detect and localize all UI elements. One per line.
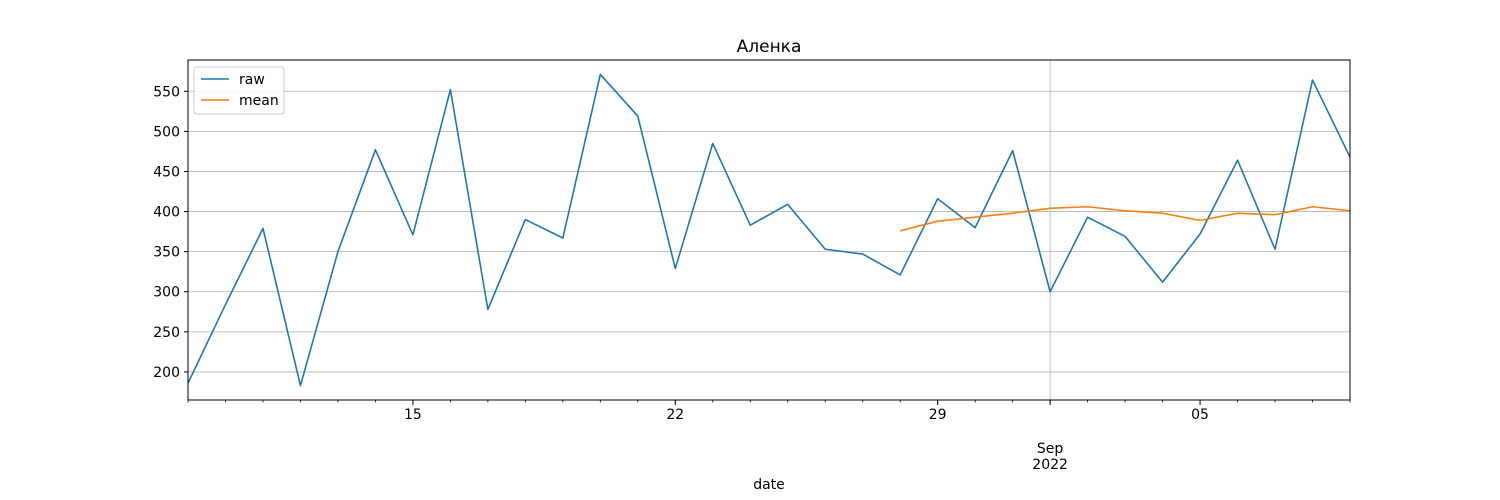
- legend-label-raw: raw: [239, 72, 265, 88]
- y-tick-label: 250: [153, 325, 180, 341]
- y-tick-label: 400: [153, 205, 180, 221]
- y-tick-label: 500: [153, 124, 180, 140]
- x-tick-label-line: 22: [666, 407, 684, 423]
- x-tick-label: 15: [404, 407, 422, 423]
- y-tick-label: 550: [153, 84, 180, 100]
- x-tick-label: 05: [1191, 407, 1209, 423]
- x-tick-label-line: 29: [929, 407, 947, 423]
- x-axis: 15 22 29 Sep 2022 05: [187, 400, 1351, 473]
- series-line-raw: [188, 73, 1350, 387]
- chart-title: Аленка: [737, 37, 802, 57]
- plot-frame: [187, 59, 1351, 401]
- plot-lines: [188, 73, 1350, 387]
- y-tick-label: 300: [153, 285, 180, 301]
- x-tick-label: 22: [666, 407, 684, 423]
- x-tick-label-line: 2022: [1032, 457, 1068, 473]
- grid: [188, 60, 1350, 400]
- y-tick-label: 350: [153, 245, 180, 261]
- x-tick-label: 29: [929, 407, 947, 423]
- legend-label-mean: mean: [239, 93, 279, 109]
- x-tick-label-line: 05: [1191, 407, 1209, 423]
- x-tick-label: Sep 2022: [1032, 441, 1068, 473]
- y-tick-label: 450: [153, 164, 180, 180]
- x-tick-label-line: Sep: [1037, 441, 1064, 457]
- y-axis: 200 250 300 350 400 450 500 550: [153, 84, 188, 381]
- x-axis-label: date: [753, 477, 785, 493]
- legend: raw mean: [193, 66, 285, 115]
- y-tick-label: 200: [153, 365, 180, 381]
- x-tick-label-line: 15: [404, 407, 422, 423]
- series-line-mean: [899, 205, 1350, 232]
